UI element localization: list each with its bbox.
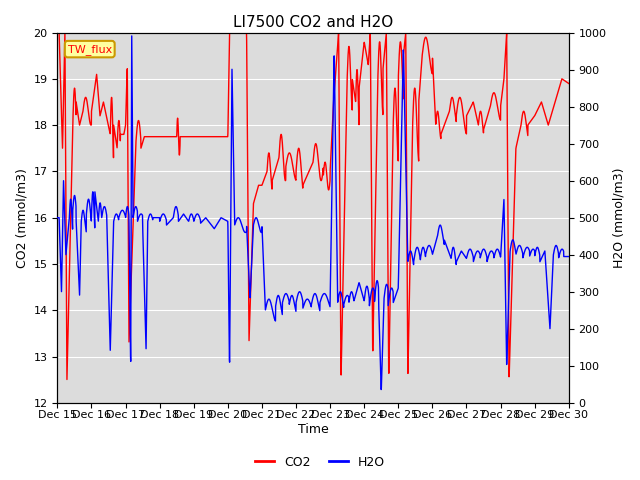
CO2 — [112, 137, 120, 143]
Line: H2O: H2O — [58, 36, 569, 390]
Text: TW_flux: TW_flux — [68, 44, 112, 55]
H2O — [250, 221, 257, 227]
Y-axis label: CO2 (mmol/m3): CO2 (mmol/m3) — [15, 168, 28, 268]
H2O — [112, 212, 120, 217]
CO2 — [54, 30, 61, 36]
H2O — [142, 333, 150, 338]
H2O — [272, 302, 280, 308]
CO2 — [250, 200, 257, 206]
CO2 — [63, 377, 71, 383]
CO2 — [565, 81, 573, 86]
Line: CO2: CO2 — [58, 33, 569, 380]
CO2 — [142, 134, 150, 140]
Title: LI7500 CO2 and H2O: LI7500 CO2 and H2O — [233, 15, 393, 30]
CO2 — [555, 86, 563, 92]
Legend: CO2, H2O: CO2, H2O — [250, 451, 390, 474]
Y-axis label: H2O (mmol/m3): H2O (mmol/m3) — [612, 168, 625, 268]
H2O — [555, 253, 563, 259]
X-axis label: Time: Time — [298, 423, 328, 436]
H2O — [565, 253, 573, 259]
H2O — [54, 215, 61, 220]
H2O — [128, 33, 136, 39]
H2O — [500, 197, 508, 203]
CO2 — [500, 77, 508, 83]
H2O — [378, 387, 385, 393]
CO2 — [272, 166, 280, 171]
